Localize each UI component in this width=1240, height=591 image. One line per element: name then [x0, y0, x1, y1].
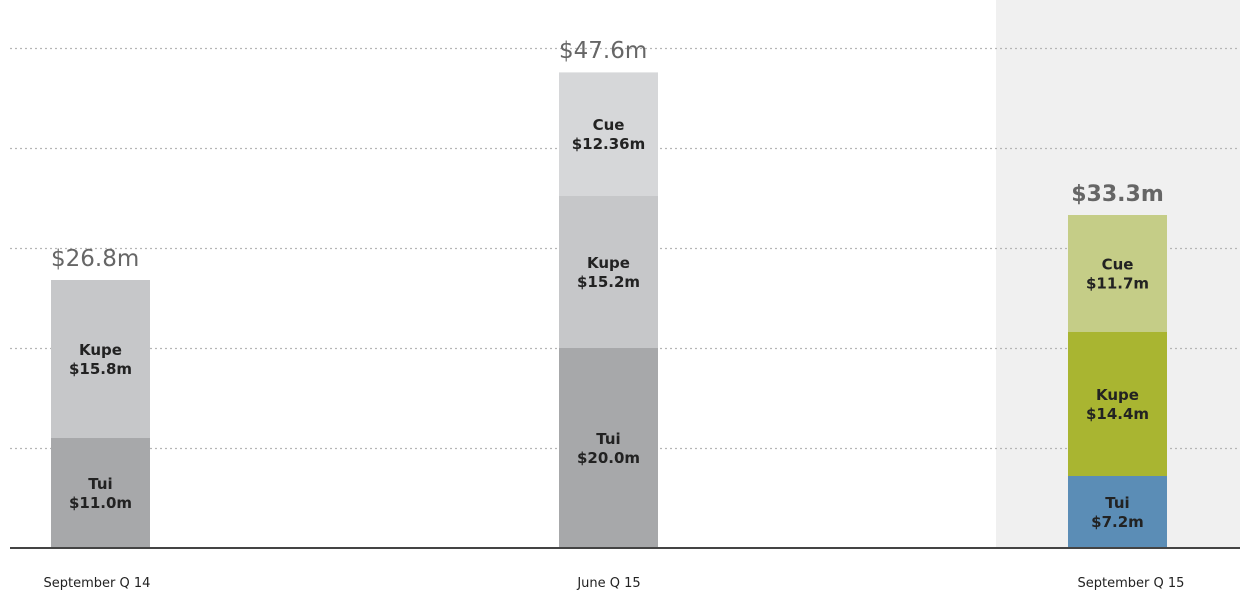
segment-value-label: $14.4m	[1086, 405, 1149, 423]
bar-segment-tui	[1068, 476, 1167, 548]
segment-value-label: $11.0m	[69, 494, 132, 512]
segment-series-label: Kupe	[1096, 386, 1139, 404]
x-tick-label: September Q 15	[1078, 576, 1185, 591]
total-label: $26.8m	[51, 246, 139, 272]
x-tick-label: September Q 14	[44, 576, 151, 591]
segment-series-label: Cue	[593, 116, 625, 134]
segment-series-label: Tui	[1105, 494, 1129, 512]
total-labels: $26.8m $47.6m $33.3m	[51, 38, 1164, 272]
bar-segment-kupe	[1068, 332, 1167, 476]
total-label: $33.3m	[1071, 182, 1164, 207]
segment-value-label: $11.7m	[1086, 275, 1149, 293]
bar-segment-tui	[559, 348, 658, 548]
segment-value-label: $15.2m	[577, 273, 640, 291]
segment-series-label: Cue	[1102, 256, 1134, 274]
segment-value-label: $7.2m	[1091, 513, 1144, 531]
total-label: $47.6m	[559, 38, 647, 64]
x-tick-labels: September Q 14 June Q 15 September Q 15	[44, 576, 1185, 591]
bars: Tui$11.0mKupe$15.8mTui$20.0mKupe$15.2mCu…	[51, 72, 1167, 548]
bar-segment-tui	[51, 438, 150, 548]
segment-series-label: Kupe	[587, 254, 630, 272]
x-tick-label: June Q 15	[576, 576, 640, 591]
segment-series-label: Kupe	[79, 341, 122, 359]
bar-segment-cue	[1068, 215, 1167, 332]
segment-value-label: $15.8m	[69, 360, 132, 378]
segment-series-label: Tui	[596, 430, 620, 448]
bar-segment-kupe	[559, 196, 658, 348]
segment-value-label: $20.0m	[577, 449, 640, 467]
bar-segment-kupe	[51, 280, 150, 438]
bar-segment-cue	[559, 72, 658, 196]
segment-series-label: Tui	[88, 475, 112, 493]
segment-value-label: $12.36m	[572, 135, 646, 153]
